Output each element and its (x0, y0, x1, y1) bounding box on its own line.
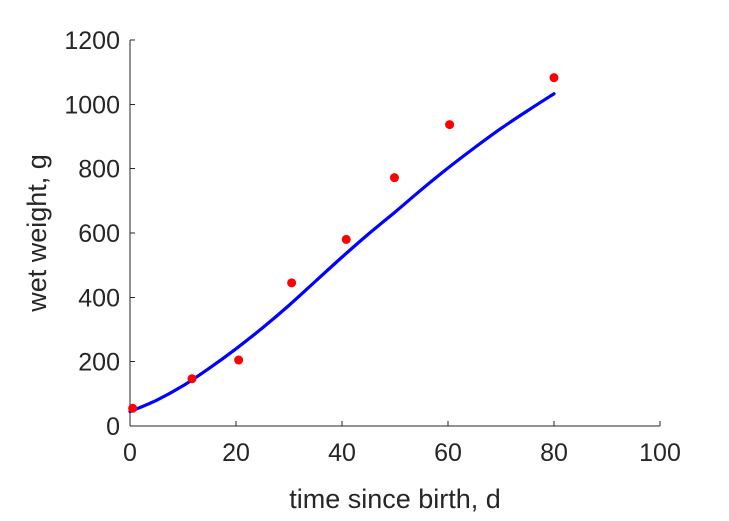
y-axis-label: wet weight, g (22, 154, 52, 313)
x-tick-label: 60 (434, 439, 462, 467)
data-point (287, 278, 297, 288)
fit-curve (128, 92, 556, 414)
x-tick-label: 20 (222, 439, 250, 467)
data-point (549, 73, 559, 83)
x-tick-label: 100 (639, 439, 681, 467)
y-tick-label: 200 (78, 349, 120, 377)
y-tick-label: 1200 (64, 27, 120, 55)
data-point (234, 355, 244, 365)
y-tick-label: 600 (78, 220, 120, 248)
data-point (445, 120, 455, 130)
x-tick-label: 0 (123, 439, 137, 467)
x-axis-label: time since birth, d (289, 484, 501, 514)
plot-area (128, 73, 559, 414)
data-point (128, 403, 138, 413)
data-point (187, 374, 197, 384)
y-tick-label: 1000 (64, 91, 120, 119)
y-tick-label: 800 (78, 156, 120, 184)
data-point (389, 173, 399, 183)
data-point (341, 234, 351, 244)
x-tick-label: 40 (328, 439, 356, 467)
y-tick-label: 400 (78, 284, 120, 312)
y-tick-label: 0 (106, 413, 120, 441)
x-tick-label: 80 (540, 439, 568, 467)
